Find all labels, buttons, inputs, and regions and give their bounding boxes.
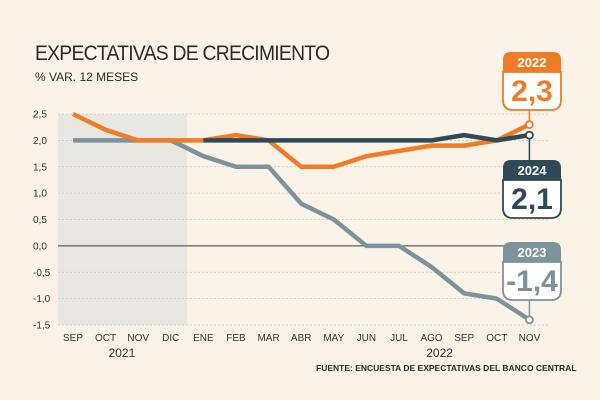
badge-header [503,52,561,72]
badge-header [503,242,561,262]
x-tick-label: JUL [390,333,408,344]
y-tick-label: 1,5 [33,162,47,173]
badge-value-label: 2,1 [511,183,553,216]
badge-body [502,261,562,301]
badge-header [503,160,561,180]
badge-body [502,71,562,111]
badge-year-label: 2023 [518,245,547,260]
series-line-2022 [72,111,531,169]
badge-2023: 2023 -1,4 [502,242,562,316]
badge-value-label: -1,4 [506,265,558,298]
x-tick-label: FEB [226,333,246,344]
badge-2022: 2022 2,3 [502,52,562,121]
chart-source: FUENTE: ENCUESTA DE EXPECTATIVAS DEL BAN… [316,363,577,373]
badge-year-label: 2022 [518,55,547,70]
series-badges: 2022 2,3 2023 -1,4 2024 2,1 [502,52,562,316]
grid-lines [58,113,548,326]
y-tick-label: 0,5 [33,215,47,226]
chart-title: EXPECTATIVAS DE CRECIMIENTO [35,42,330,65]
x-axis-ticks: SEP OCT NOV DIC ENE FEB MAR ABR MAY JUN JUL AGO SEP O… [63,333,541,344]
y-tick-label: -1,0 [33,294,51,305]
y-axis-ticks: 2,5 2,0 1,5 1,0 0,5 0,0 -0,5 -1,0 -1,5 [33,110,51,332]
series-endpoint-2022 [525,120,534,129]
x-tick-label: ABR [291,333,312,344]
x-tick-label: DIC [162,333,179,344]
x-tick-label: ENE [193,333,214,344]
x-tick-label: JUN [357,333,376,344]
x-tick-label: MAR [257,333,279,344]
y-tick-label: 1,0 [33,189,47,200]
series-line-2024 [203,132,530,143]
badge-year-label: 2024 [518,163,548,178]
x-tick-label: MAY [323,333,344,344]
x-tick-label: SEP [454,333,474,344]
series-endpoint-2023 [525,315,534,325]
x-tick-label: OCT [486,333,507,344]
x-tick-label: SEP [63,333,83,344]
x-tick-label: NOV [519,333,541,344]
chart-subtitle: % VAR. 12 MESES [35,70,139,84]
y-tick-label: 2,5 [33,110,47,121]
badge-value-label: 2,3 [511,75,553,108]
year-label: 2022 [426,346,453,360]
y-tick-label: -0,5 [33,268,51,279]
badge-2024: 2024 2,1 [502,139,562,219]
x-tick-label: AGO [420,333,442,344]
badge-body [502,179,562,219]
y-tick-label: 0,0 [33,241,47,252]
x-tick-label: NOV [127,333,149,344]
y-tick-label: 2,0 [33,136,47,147]
x-tick-label: OCT [95,333,116,344]
year-labels: 2021 2022 [109,346,454,360]
year-label: 2021 [109,346,136,360]
series-endpoint-2024 [525,130,534,140]
series-lines [72,111,534,325]
y-tick-label: -1,5 [33,321,51,332]
